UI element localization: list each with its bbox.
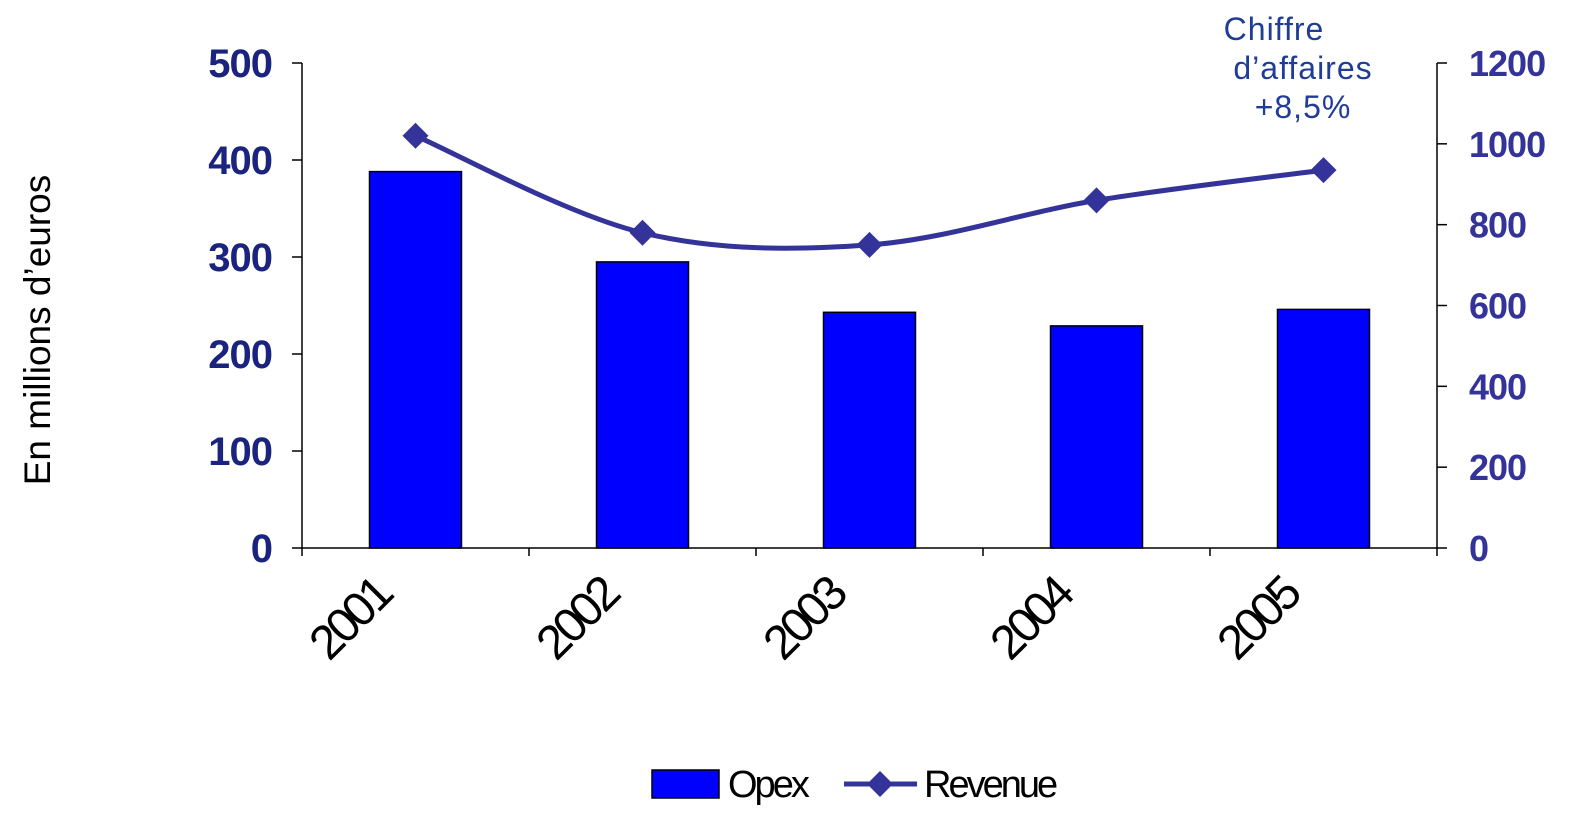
bar-opex-2001 xyxy=(368,170,463,549)
y-left-tick-label-400: 400 xyxy=(208,139,272,183)
legend-revenue-label: Revenue xyxy=(924,764,1057,806)
axes-layer xyxy=(292,62,1447,556)
x-tick-label-2001: 2001 xyxy=(300,567,403,670)
legend-revenue-marker xyxy=(867,771,893,797)
annotation-line-3: +8,5% xyxy=(1255,89,1352,125)
annotation-line-1: Chiffre xyxy=(1224,11,1325,47)
revenue-marker-2001 xyxy=(402,122,429,149)
revenue-marker-2004 xyxy=(1083,187,1110,214)
x-tick-label-2002: 2002 xyxy=(527,567,630,670)
revenue-marker-2002 xyxy=(629,219,656,246)
x-tick-label-2005: 2005 xyxy=(1208,567,1311,670)
y-right-tick-label-800: 800 xyxy=(1469,205,1526,246)
y-right-tick-label-200: 200 xyxy=(1469,447,1526,488)
y-right-tick-label-400: 400 xyxy=(1469,366,1526,407)
revenue-marker-2003 xyxy=(856,231,883,258)
bar-opex-2004 xyxy=(1049,325,1144,549)
annotation-line-2: d’affaires xyxy=(1233,50,1372,86)
bar-opex-2002 xyxy=(595,261,690,549)
revenue-line xyxy=(414,133,1324,251)
bar-opex-2005 xyxy=(1276,308,1371,549)
line-layer xyxy=(402,122,1337,258)
y-left-tick-label-100: 100 xyxy=(208,430,272,474)
legend-opex-label: Opex xyxy=(728,764,810,806)
y-right-tick-label-600: 600 xyxy=(1469,286,1526,327)
y-left-tick-label-0: 0 xyxy=(251,527,272,571)
y-left-tick-label-300: 300 xyxy=(208,236,272,280)
bars-layer xyxy=(368,170,1371,549)
x-tick-label-2003: 2003 xyxy=(754,567,857,670)
x-tick-label-2004: 2004 xyxy=(981,566,1085,670)
y-right-tick-label-1200: 1200 xyxy=(1469,43,1545,84)
y-left-tick-label-500: 500 xyxy=(208,42,272,86)
y-right-tick-label-0: 0 xyxy=(1469,528,1488,569)
y-left-tick-label-200: 200 xyxy=(208,333,272,377)
y-axis-title: En millions d’euros xyxy=(17,175,58,486)
y-right-tick-label-1000: 1000 xyxy=(1469,124,1545,165)
bar-opex-2003 xyxy=(822,311,917,549)
revenue-marker-2005 xyxy=(1310,157,1337,184)
legend-opex-swatch xyxy=(651,769,720,799)
